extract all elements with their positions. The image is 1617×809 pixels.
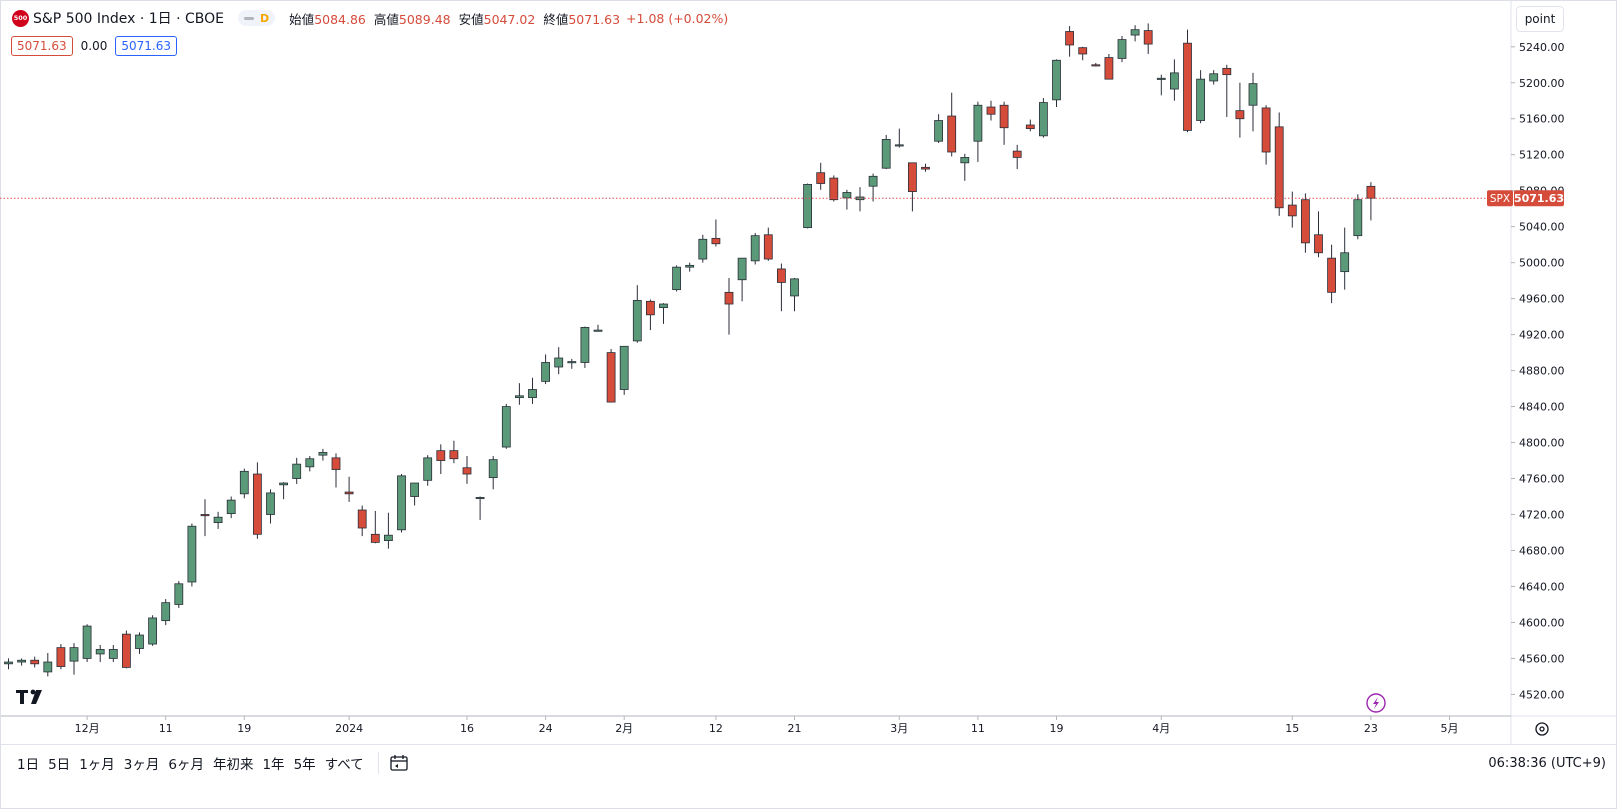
toolbar-divider <box>377 752 379 774</box>
calendar-icon[interactable] <box>389 753 409 773</box>
ohlc-values: 始値5084.86 高値5089.48 安値5047.02 終値5071.63 <box>289 9 620 28</box>
status-dot-icon <box>244 16 255 20</box>
price-unit-button[interactable]: point <box>1516 6 1564 32</box>
ohlc-low: 安値5047.02 <box>458 11 536 27</box>
range-1d-button[interactable]: 1日 <box>17 757 40 773</box>
range-6m-button[interactable]: 6ヶ月 <box>168 757 204 773</box>
quote-row: 5071.63 0.00 5071.63 <box>11 36 177 56</box>
range-1y-button[interactable]: 1年 <box>262 757 285 773</box>
range-1m-button[interactable]: 1ヶ月 <box>79 757 115 773</box>
range-5y-button[interactable]: 5年 <box>293 757 316 773</box>
range-5d-button[interactable]: 5日 <box>48 757 71 773</box>
range-all-button[interactable]: すべて <box>324 757 364 773</box>
bid-price[interactable]: 5071.63 <box>11 36 73 56</box>
spread-value: 0.00 <box>80 39 108 53</box>
market-status-badge[interactable]: D <box>238 10 276 26</box>
symbol-legend[interactable]: 500 S&P 500 Index · 1日 · CBOE D 始値5084.8… <box>12 8 728 28</box>
interval-badge: D <box>260 11 270 25</box>
clock-timezone[interactable]: 06:38:36 (UTC+9) <box>1488 755 1606 771</box>
sp500-logo-icon: 500 <box>12 9 29 27</box>
ask-price[interactable]: 5071.63 <box>115 36 177 56</box>
symbol-title[interactable]: S&P 500 Index · 1日 · CBOE <box>33 11 225 27</box>
ohlc-high: 高値5089.48 <box>373 11 451 27</box>
bottom-toolbar: 1日 5日 1ヶ月 3ヶ月 6ヶ月 年初来 1年 5年 すべて 06:38:36… <box>1 744 1616 781</box>
range-ytd-button[interactable]: 年初来 <box>212 757 254 773</box>
price-change: +1.08 (+0.02%) <box>626 10 729 26</box>
range-3m-button[interactable]: 3ヶ月 <box>123 757 160 773</box>
ohlc-close: 終値5071.63 <box>543 11 621 27</box>
ohlc-open: 始値5084.86 <box>289 11 366 27</box>
